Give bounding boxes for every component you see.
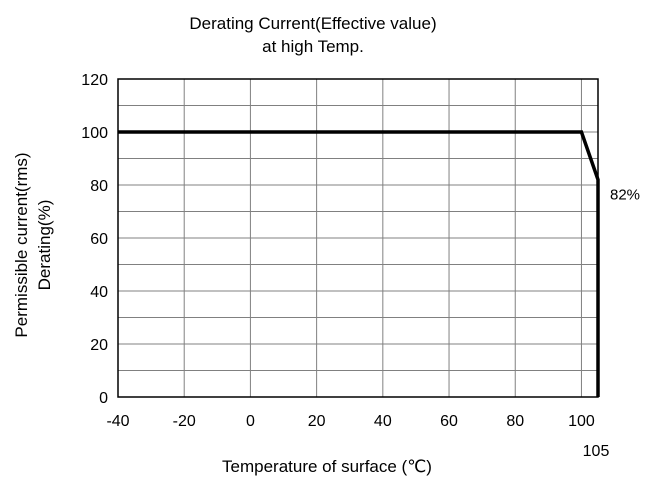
y-axis-label-line1: Permissible current(rms) — [12, 152, 31, 337]
x-axis-label: Temperature of surface (℃) — [222, 457, 432, 476]
y-tick-label: 100 — [81, 125, 108, 142]
y-tick-label: 20 — [90, 337, 108, 354]
y-tick-label: 0 — [99, 390, 108, 407]
x-tick-label: 40 — [374, 413, 392, 430]
x-tick-label: 20 — [308, 413, 326, 430]
x-tick-label: 100 — [568, 413, 595, 430]
y-axis-label-line2: Derating(%) — [35, 200, 54, 291]
y-tick-label: 120 — [81, 72, 108, 89]
grid-lines — [118, 79, 598, 397]
x-tick-label-extra: 105 — [583, 443, 610, 460]
annotation-label: 82% — [610, 187, 640, 204]
x-tick-label: 60 — [440, 413, 458, 430]
tick-labels: -40 -20 0 20 40 60 80 100 105 0 20 40 60 80 100 120 — [81, 72, 609, 460]
y-tick-label: 40 — [90, 284, 108, 301]
y-tick-label: 60 — [90, 231, 108, 248]
series-line-0 — [118, 130, 600, 397]
x-tick-label: 0 — [246, 413, 255, 430]
chart-title-line2: at high Temp. — [262, 37, 364, 56]
x-tick-label: 80 — [506, 413, 524, 430]
annotations: 82% — [610, 187, 640, 204]
chart-title-line1: Derating Current(Effective value) — [189, 14, 436, 33]
x-tick-label: -20 — [173, 413, 196, 430]
series-layer — [118, 130, 600, 397]
y-tick-label: 80 — [90, 178, 108, 195]
x-tick-label: -40 — [106, 413, 129, 430]
